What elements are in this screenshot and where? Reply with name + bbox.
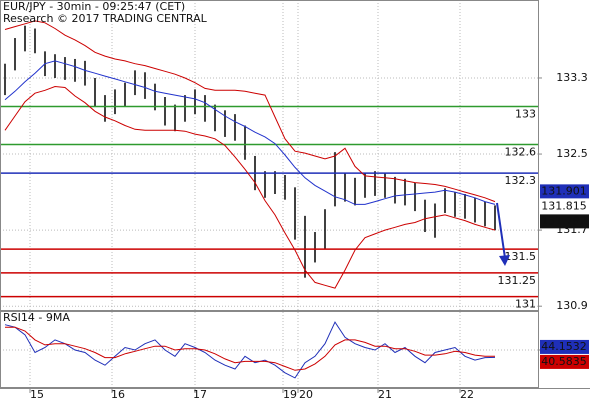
price-panel: 133.3132.5131.7130.9133132.6132.3131.513… bbox=[0, 0, 589, 312]
chart-title: EUR/JPY - 30min - 09:25:47 (CET) bbox=[3, 0, 185, 13]
level-label: 132.3 bbox=[505, 174, 537, 187]
last-value-box bbox=[540, 199, 589, 214]
forecast-arrow bbox=[496, 202, 506, 259]
forecast-arrow-head bbox=[499, 255, 510, 266]
last-value-label: 40.5835 bbox=[541, 355, 587, 368]
x-tick-label: 20 bbox=[299, 388, 313, 400]
last-value-box bbox=[540, 184, 589, 199]
level-label: 133 bbox=[515, 108, 536, 121]
price-frame bbox=[0, 0, 539, 311]
rsi-title: RSI14 - 9MA bbox=[3, 311, 70, 324]
level-label: 131.25 bbox=[498, 274, 537, 287]
last-value-box bbox=[540, 339, 589, 354]
level-label: 131.5 bbox=[505, 250, 537, 263]
last-value-label: 131.901 bbox=[541, 184, 587, 197]
level-label: 131 bbox=[515, 298, 536, 311]
chart-subtitle: Research © 2017 TRADING CENTRAL bbox=[3, 12, 208, 25]
x-tick-label: 17 bbox=[193, 388, 207, 400]
x-tick-label: 16 bbox=[111, 388, 125, 400]
indicator-line bbox=[4, 321, 496, 379]
x-tick-label: 19 bbox=[283, 388, 297, 400]
last-value-label: 131.815 bbox=[541, 199, 587, 212]
indicator-line bbox=[4, 60, 496, 205]
last-value-box bbox=[540, 214, 589, 229]
x-tick-label: 22 bbox=[460, 388, 474, 400]
y-tick-label: 133.3 bbox=[556, 71, 588, 84]
last-value-label: 44.1532 bbox=[541, 340, 587, 353]
last-value-box bbox=[540, 354, 589, 369]
last-value-label: 131.792 bbox=[541, 214, 587, 227]
level-label: 132.6 bbox=[505, 146, 537, 159]
x-tick-label: 21 bbox=[378, 388, 392, 400]
indicator-line bbox=[4, 85, 496, 289]
y-tick-label: 132.5 bbox=[556, 147, 588, 160]
indicator-line bbox=[5, 326, 495, 371]
rsi-frame bbox=[0, 311, 539, 388]
indicator-line bbox=[4, 20, 496, 203]
y-tick-label: 130.9 bbox=[556, 299, 588, 312]
x-tick-label: 15 bbox=[30, 388, 44, 400]
